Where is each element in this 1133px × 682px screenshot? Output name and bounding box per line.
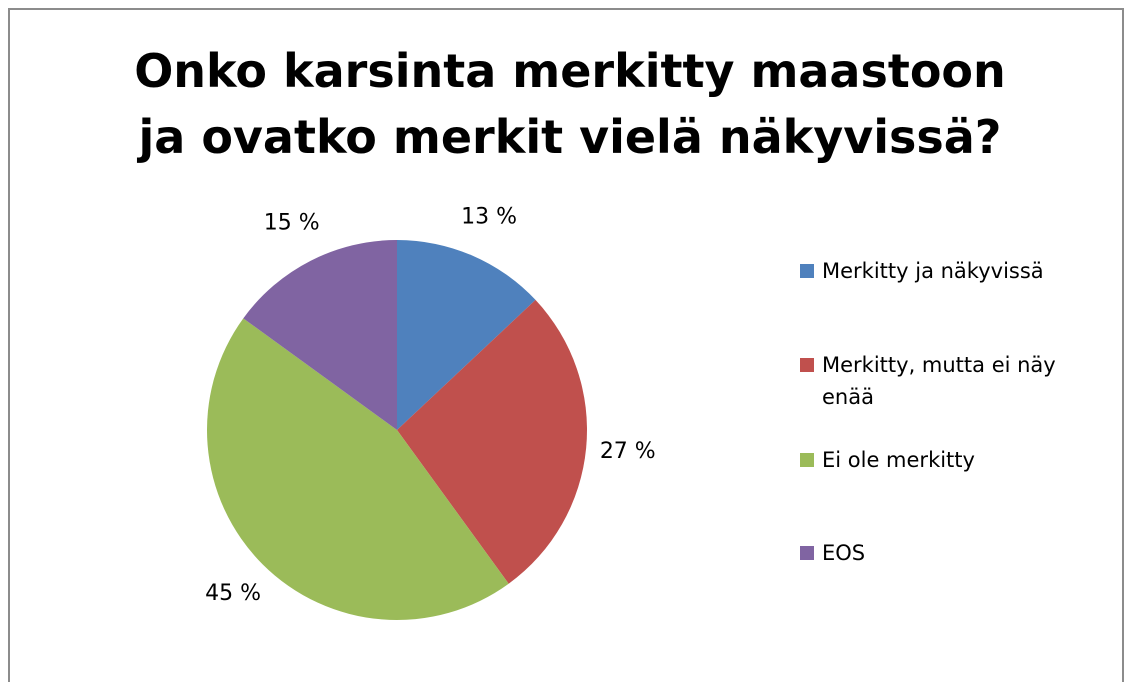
data-label: 15 %	[264, 210, 320, 235]
pie-slice	[206, 318, 509, 621]
legend-swatch	[800, 546, 814, 560]
data-label: 45 %	[205, 581, 261, 606]
chart-border	[8, 8, 1124, 682]
legend-label: EOS	[822, 541, 866, 565]
legend-swatch	[800, 264, 814, 278]
pie-slice	[397, 299, 588, 584]
legend-swatch	[800, 358, 814, 372]
legend-label: Ei ole merkitty	[822, 448, 975, 472]
data-label: 27 %	[600, 439, 656, 464]
pie-slice	[397, 240, 536, 430]
legend-swatch	[800, 453, 814, 467]
chart-title: Onko karsinta merkitty maastoon ja ovatk…	[134, 44, 1006, 164]
legend-item: EOS	[800, 537, 1090, 569]
legend-item: Ei ole merkitty	[800, 444, 1090, 476]
legend-item: Merkitty, mutta ei näy enää	[800, 349, 1090, 413]
legend-item: Merkitty ja näkyvissä	[800, 255, 1090, 287]
data-label: 13 %	[461, 204, 517, 229]
legend-label: Merkitty ja näkyvissä	[822, 259, 1044, 283]
pie-slice	[243, 240, 397, 430]
legend-label: Merkitty, mutta ei näy enää	[822, 353, 1056, 409]
